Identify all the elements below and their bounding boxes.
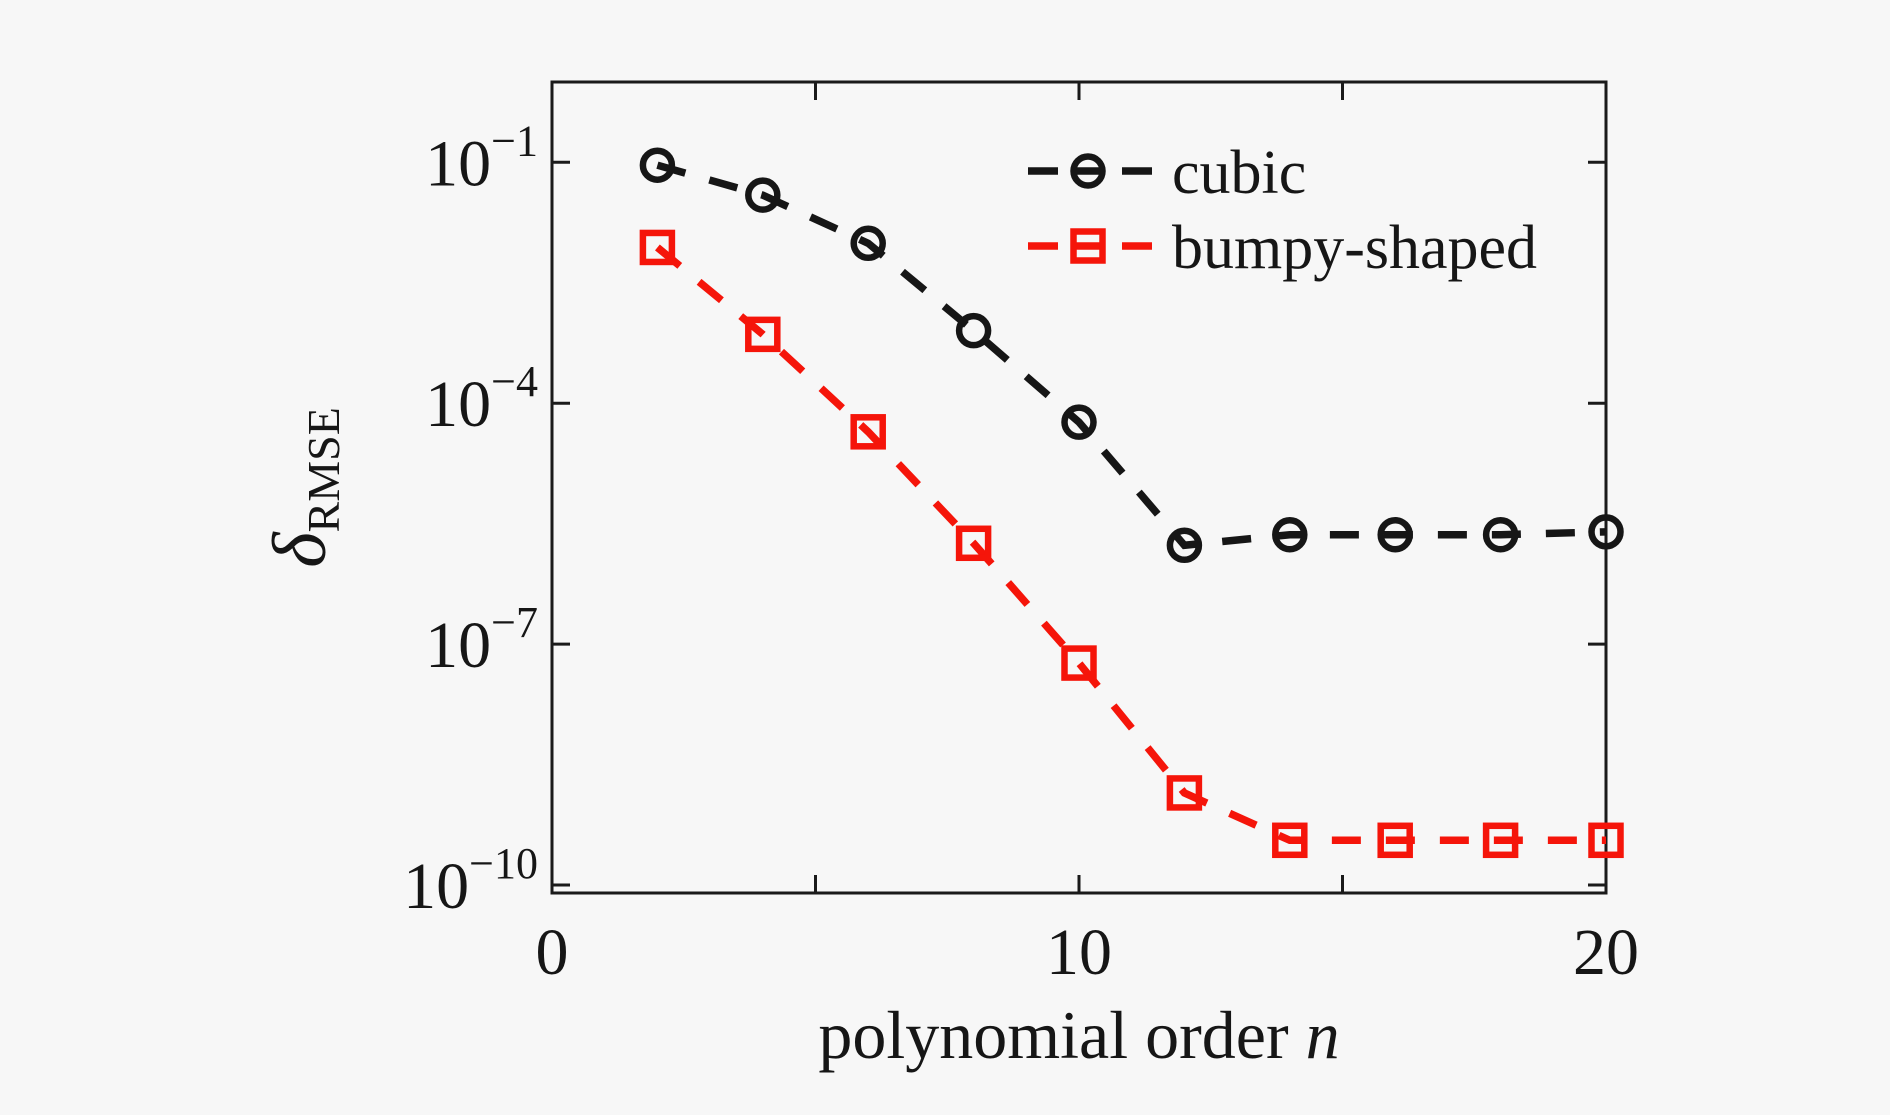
series-cubic-marker bbox=[1272, 516, 1308, 553]
series-cubic-marker bbox=[1166, 527, 1203, 564]
legend-label-cubic: cubic bbox=[1172, 139, 1306, 207]
series-cubic-marker bbox=[1482, 516, 1519, 553]
series-cubic-marker bbox=[745, 177, 781, 213]
series-bumpy-shaped-marker bbox=[639, 229, 676, 266]
series-bumpy-shaped-marker bbox=[745, 316, 781, 353]
y-tick-label-10e-1: 10−1 bbox=[425, 116, 538, 200]
series-cubic-marker bbox=[850, 225, 886, 262]
series-cubic-marker bbox=[1377, 516, 1413, 553]
series-cubic-marker bbox=[1061, 404, 1097, 440]
y-tick-label-10e-4: 10−4 bbox=[425, 357, 538, 441]
x-tick-label-0: 0 bbox=[536, 916, 569, 989]
y-tick-label-10e-7: 10−7 bbox=[425, 598, 538, 682]
series-cubic-marker bbox=[639, 147, 676, 183]
series-cubic-marker bbox=[955, 312, 992, 349]
legend-label-bumpy-shaped: bumpy-shaped bbox=[1172, 214, 1537, 282]
x-axis-label: polynomial order n bbox=[818, 997, 1339, 1073]
series-bumpy-shaped-marker bbox=[1166, 775, 1203, 811]
series-bumpy-shaped-marker bbox=[955, 525, 992, 562]
legend-marker-cubic bbox=[1070, 153, 1106, 189]
legend-marker-bumpy-shaped bbox=[1070, 228, 1106, 264]
series-bumpy-shaped-marker bbox=[1061, 645, 1097, 681]
series-bumpy-shaped-marker bbox=[1377, 822, 1413, 859]
series-cubic-marker bbox=[1588, 514, 1624, 550]
y-tick-label-10e-10: 10−10 bbox=[403, 839, 538, 923]
y-axis-label: δRMSE bbox=[258, 407, 349, 568]
series-bumpy-shaped-marker bbox=[850, 414, 886, 450]
series-bumpy-shaped-marker bbox=[1482, 822, 1519, 859]
x-tick-label-20: 20 bbox=[1573, 916, 1639, 989]
series-bumpy-shaped-marker bbox=[1588, 822, 1624, 859]
series-cubic-line bbox=[656, 161, 1607, 550]
series-bumpy-shaped-line bbox=[655, 244, 1606, 845]
x-tick-label-10: 10 bbox=[1046, 916, 1112, 989]
series-bumpy-shaped-marker bbox=[1272, 822, 1308, 859]
plot-box bbox=[550, 80, 1608, 895]
